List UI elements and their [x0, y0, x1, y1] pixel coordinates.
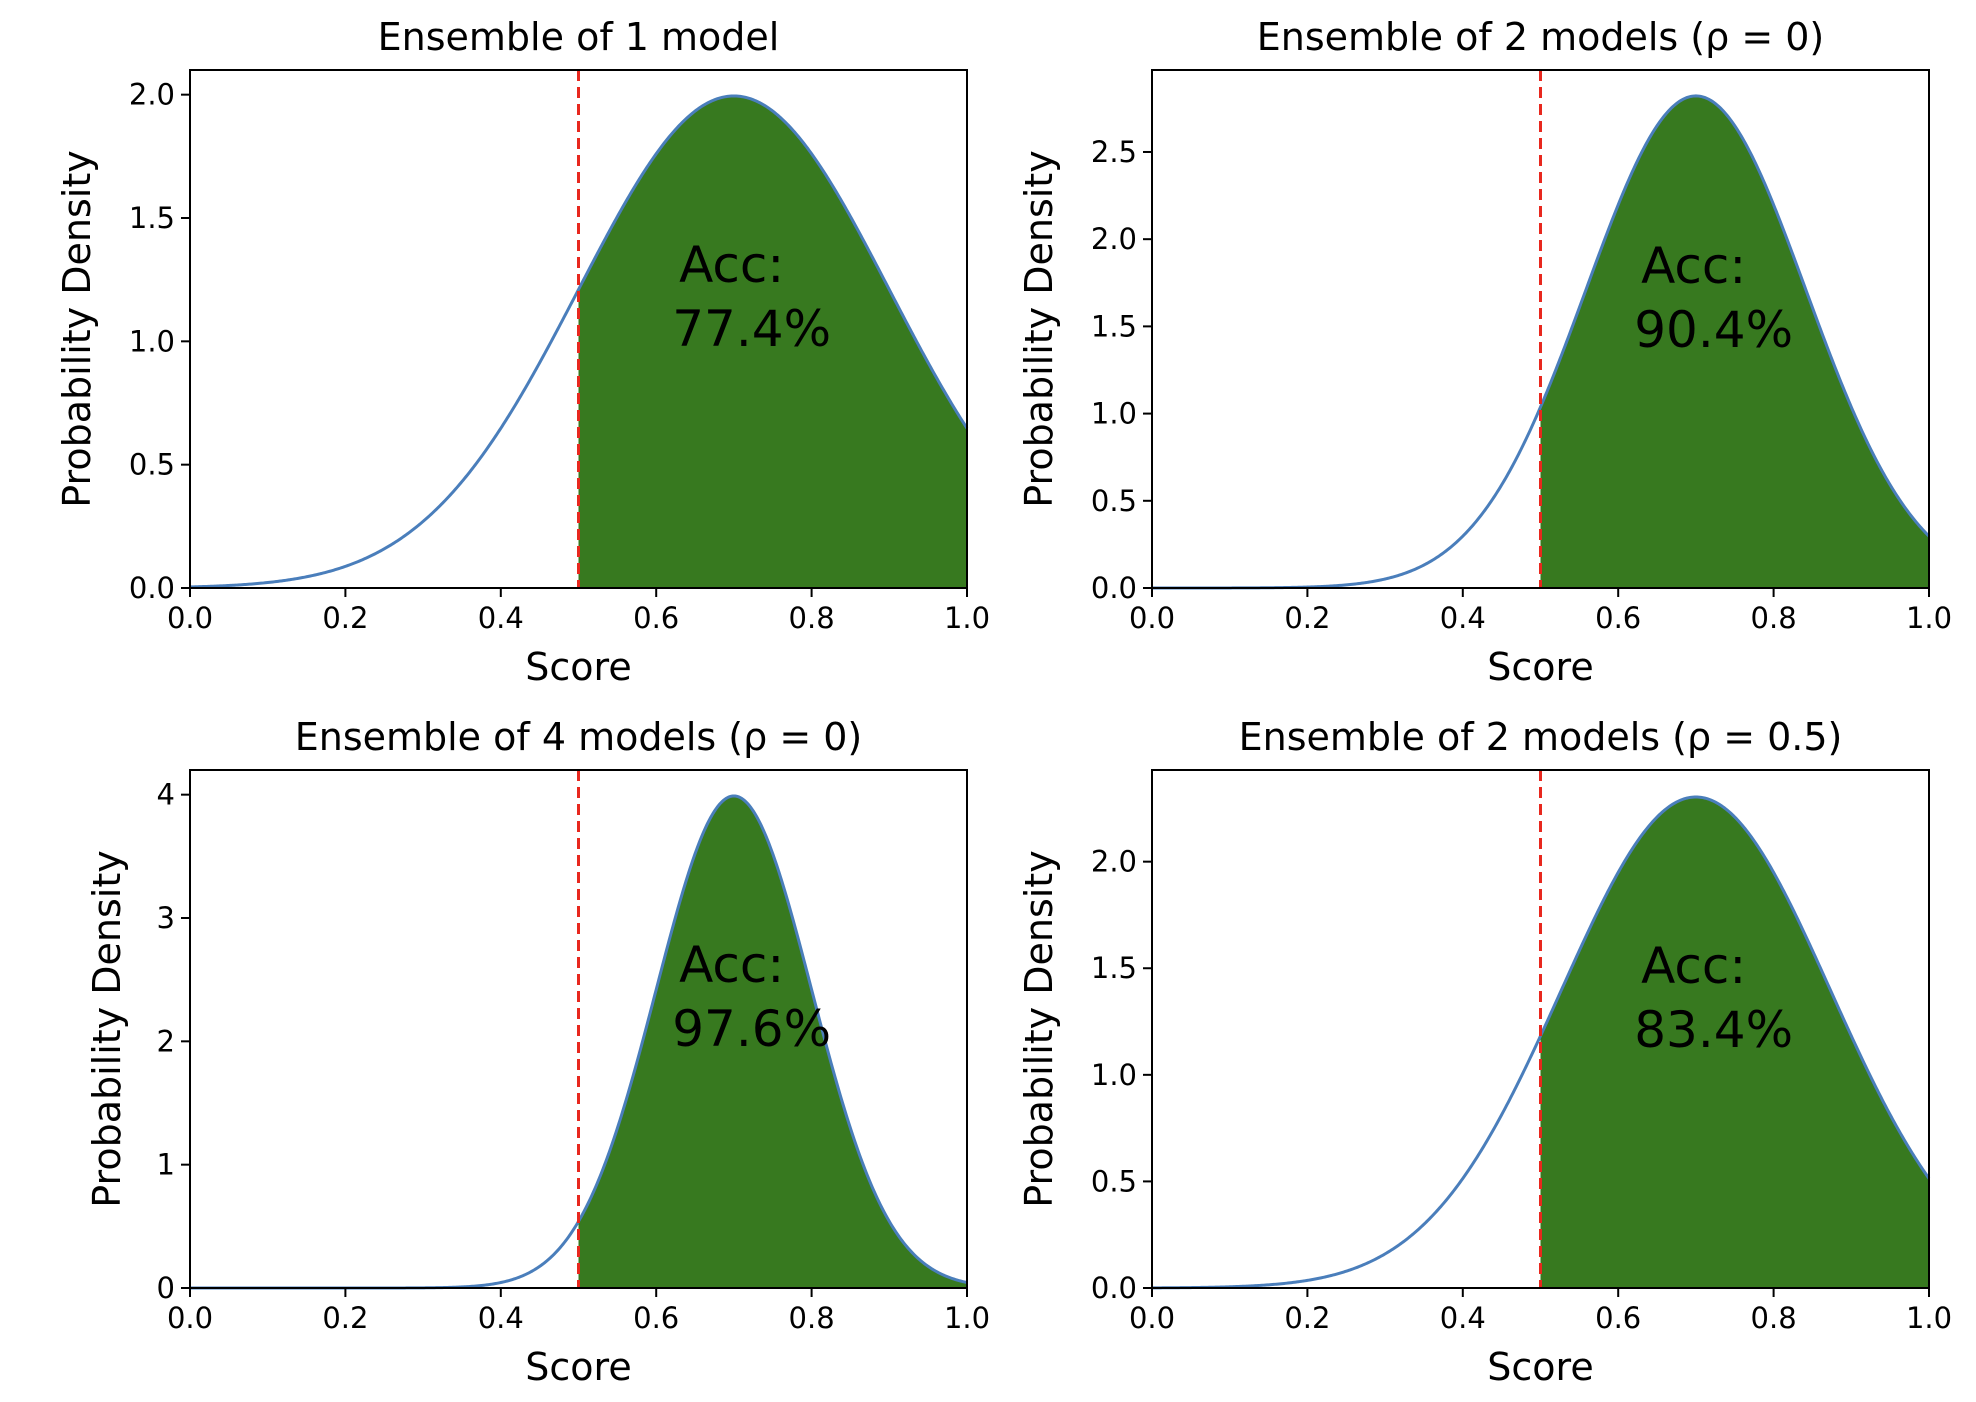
chart-panel-2: 0.0 0.2 0.4 0.6 0.8 1.0 0.0 0.5 1.0 1.5 2.0 2.5 Ense…: [1017, 15, 1952, 689]
accuracy-area: [1540, 797, 1929, 1288]
x-tick-label: 0.6: [1595, 601, 1641, 635]
chart-panel-4: 0.0 0.2 0.4 0.6 0.8 1.0 0.0 0.5 1.0 1.5 2.0 Ensembl…: [1017, 715, 1952, 1389]
x-tick-label: 1.0: [944, 601, 990, 635]
x-tick-label: 0.0: [167, 601, 213, 635]
x-tick-label: 1.0: [1906, 601, 1952, 635]
chart-title: Ensemble of 4 models (ρ = 0): [295, 715, 863, 759]
y-tick-label: 4: [157, 778, 175, 812]
x-tick-label: 1.0: [1906, 1301, 1952, 1335]
chart-panel-3: 0.0 0.2 0.4 0.6 0.8 1.0 0 1 2 3 4 Ensemble of 4 mod…: [85, 715, 990, 1389]
y-tick-label: 3: [157, 901, 175, 935]
y-tick-label: 0: [157, 1271, 175, 1305]
accuracy-annotation-label: Acc:: [679, 936, 784, 994]
y-tick-label: 1.5: [1091, 951, 1137, 985]
y-tick-label: 1.5: [1091, 309, 1137, 343]
y-tick-label: 0.0: [129, 571, 175, 605]
x-tick-label: 0.4: [478, 601, 524, 635]
y-tick-label: 0.0: [1091, 571, 1137, 605]
chart-title: Ensemble of 2 models (ρ = 0.5): [1239, 715, 1843, 759]
axes-frame: [1151, 69, 1930, 589]
x-tick-label: 0.4: [478, 1301, 524, 1335]
x-axis: 0.0 0.2 0.4 0.6 0.8 1.0: [167, 588, 990, 635]
y-tick-label: 1.0: [129, 324, 175, 358]
x-axis-label: Score: [525, 1345, 631, 1389]
accuracy-area: [578, 95, 967, 588]
y-tick-label: 2.0: [1091, 222, 1137, 256]
x-tick-label: 0.2: [322, 601, 368, 635]
x-axis: 0.0 0.2 0.4 0.6 0.8 1.0: [1129, 588, 1952, 635]
y-tick-label: 0.0: [1091, 1271, 1137, 1305]
x-tick-label: 0.6: [633, 1301, 679, 1335]
x-axis-label: Score: [525, 645, 631, 689]
density-curve: [189, 94, 969, 589]
x-tick-label: 0.4: [1440, 1301, 1486, 1335]
y-axis: 0.0 0.5 1.0 1.5 2.0: [1091, 845, 1152, 1305]
y-tick-label: 1.0: [1091, 397, 1137, 431]
x-tick-label: 0.6: [1595, 1301, 1641, 1335]
x-axis: 0.0 0.2 0.4 0.6 0.8 1.0: [1129, 1288, 1952, 1335]
x-tick-label: 0.0: [167, 1301, 213, 1335]
y-axis-label: Probability Density: [55, 150, 99, 507]
axes-frame: [189, 769, 968, 1289]
x-tick-label: 0.8: [1751, 601, 1797, 635]
y-tick-label: 1.5: [129, 201, 175, 235]
y-tick-label: 0.5: [1091, 484, 1137, 518]
x-tick-label: 0.4: [1440, 601, 1486, 635]
x-tick-label: 0.6: [633, 601, 679, 635]
y-tick-label: 0.5: [129, 448, 175, 482]
y-axis-label: Probability Density: [1017, 850, 1061, 1207]
accuracy-annotation-label: Acc:: [679, 236, 784, 294]
x-axis-label: Score: [1487, 645, 1593, 689]
y-tick-label: 1: [157, 1148, 175, 1182]
x-tick-label: 0.2: [1284, 601, 1330, 635]
accuracy-annotation-value: 83.4%: [1634, 1001, 1793, 1059]
y-tick-label: 1.0: [1091, 1058, 1137, 1092]
accuracy-annotation-label: Acc:: [1641, 937, 1746, 995]
axes-frame: [189, 69, 968, 589]
x-tick-label: 0.2: [322, 1301, 368, 1335]
x-axis-label: Score: [1487, 1345, 1593, 1389]
x-tick-label: 0.8: [1751, 1301, 1797, 1335]
y-tick-label: 2: [157, 1024, 175, 1058]
y-tick-label: 2.0: [129, 78, 175, 112]
y-tick-label: 0.5: [1091, 1164, 1137, 1198]
accuracy-annotation-value: 77.4%: [672, 300, 831, 358]
y-axis: 0.0 0.5 1.0 1.5 2.0 2.5: [1091, 135, 1152, 605]
accuracy-annotation-value: 90.4%: [1634, 301, 1793, 359]
accuracy-annotation-value: 97.6%: [672, 1000, 831, 1058]
accuracy-annotation-label: Acc:: [1641, 237, 1746, 295]
x-tick-label: 0.8: [789, 1301, 835, 1335]
axes-frame: [1151, 769, 1930, 1289]
x-tick-label: 0.0: [1129, 1301, 1175, 1335]
x-tick-label: 0.2: [1284, 1301, 1330, 1335]
x-tick-label: 1.0: [944, 1301, 990, 1335]
y-axis-label: Probability Density: [1017, 150, 1061, 507]
x-tick-label: 0.8: [789, 601, 835, 635]
chart-title: Ensemble of 1 model: [378, 15, 780, 59]
chart-title: Ensemble of 2 models (ρ = 0): [1257, 15, 1825, 59]
y-axis: 0 1 2 3 4: [157, 778, 190, 1305]
accuracy-area: [1540, 95, 1929, 589]
y-tick-label: 2.0: [1091, 845, 1137, 879]
y-axis: 0.0 0.5 1.0 1.5 2.0: [129, 78, 190, 605]
y-tick-label: 2.5: [1091, 135, 1137, 169]
x-axis: 0.0 0.2 0.4 0.6 0.8 1.0: [167, 1288, 990, 1335]
chart-panel-1: 0.0 0.2 0.4 0.6 0.8 1.0 0.0 0.5 1.0 1.5 2.0 Ensembl…: [55, 15, 990, 689]
x-tick-label: 0.0: [1129, 601, 1175, 635]
y-axis-label: Probability Density: [85, 850, 129, 1207]
